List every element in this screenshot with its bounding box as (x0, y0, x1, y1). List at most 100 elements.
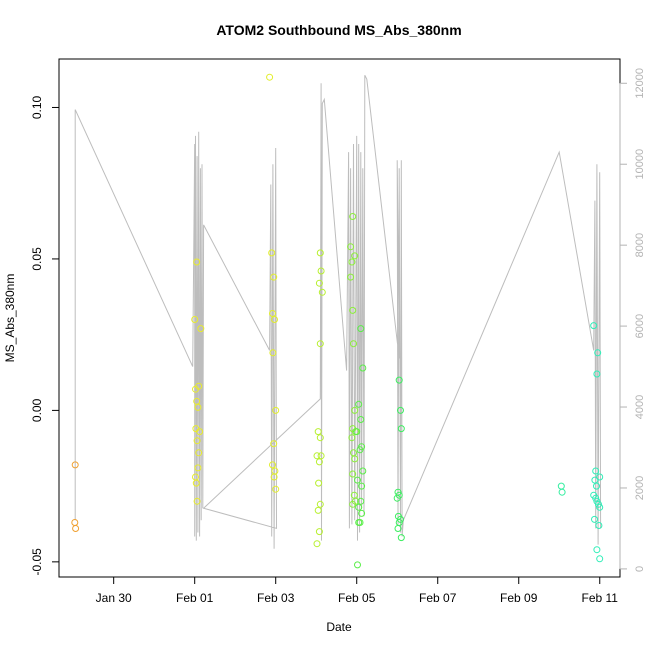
data-point (351, 455, 359, 463)
data-point (593, 370, 601, 378)
data-point (316, 434, 324, 442)
data-point (315, 279, 323, 287)
data-point (270, 273, 278, 281)
data-point (595, 522, 603, 529)
data-point (359, 467, 367, 475)
data-point (397, 406, 404, 414)
data-point (397, 534, 405, 542)
data-point (72, 525, 80, 532)
data-point (351, 252, 359, 260)
data-point (271, 316, 278, 323)
data-point (315, 479, 323, 487)
data-point (557, 482, 565, 490)
data-point (355, 400, 363, 408)
right-tick-label: 12000 (634, 68, 646, 99)
data-point (349, 500, 357, 508)
data-point (347, 243, 355, 251)
data-point (397, 515, 404, 523)
data-point (596, 555, 604, 563)
data-point (356, 519, 364, 526)
data-point (270, 473, 278, 481)
right-tick-label: 4000 (634, 395, 646, 419)
data-point (358, 482, 366, 490)
data-point (347, 273, 355, 281)
data-point (596, 473, 604, 481)
data-point (590, 322, 598, 330)
y-tick-label: 0.10 (30, 95, 44, 119)
data-point (316, 249, 324, 257)
data-point (272, 485, 280, 493)
data-point (349, 306, 357, 314)
data-point (196, 428, 204, 436)
x-tick-label: Feb 03 (257, 591, 295, 605)
data-point (268, 249, 276, 257)
scatter-points (71, 73, 604, 569)
data-point (315, 458, 323, 466)
right-tick-label: 8000 (634, 233, 646, 257)
data-point (71, 519, 79, 526)
data-point (270, 440, 278, 448)
y-axis: -0.05 0.00 0.05 0.10 (30, 95, 60, 576)
data-point (71, 461, 79, 469)
data-point (195, 449, 203, 457)
series-line (74, 74, 602, 549)
data-point (357, 416, 365, 423)
data-point (316, 340, 324, 348)
data-point (192, 479, 200, 487)
data-point (359, 364, 367, 372)
data-point (272, 406, 280, 414)
data-point (313, 452, 321, 460)
right-tick-label: 6000 (634, 314, 646, 338)
data-point (358, 509, 366, 517)
data-point (317, 452, 325, 460)
data-point (317, 267, 325, 275)
data-point (269, 310, 276, 317)
x-tick-label: Feb 09 (500, 591, 538, 605)
x-tick-label: Feb 05 (338, 591, 376, 605)
data-point (596, 503, 604, 511)
data-point (269, 461, 276, 469)
data-point (193, 497, 201, 505)
plot-frame (58, 58, 621, 578)
x-axis-label: Date (326, 620, 352, 634)
data-point (315, 528, 323, 536)
data-point (351, 406, 359, 414)
data-point (348, 434, 356, 442)
data-point (355, 503, 363, 511)
y-tick-label: -0.05 (30, 548, 44, 576)
x-tick-label: Feb 01 (176, 591, 214, 605)
data-point (591, 476, 599, 484)
data-point (266, 73, 274, 81)
data-point (357, 325, 365, 333)
data-point (592, 494, 600, 502)
data-point (194, 403, 202, 411)
data-point (395, 376, 403, 384)
x-tick-label: Jan 30 (96, 591, 132, 605)
x-tick-label: Feb 11 (582, 591, 619, 605)
x-tick-label: Feb 07 (419, 591, 457, 605)
right-tick-label: 0 (634, 566, 646, 572)
data-point (191, 316, 199, 323)
data-point (348, 258, 356, 266)
data-point (593, 482, 600, 490)
right-tick-label: 2000 (634, 476, 646, 500)
right-axis-series-line (74, 74, 602, 549)
data-point (197, 325, 205, 333)
data-point (318, 288, 326, 296)
y-tick-label: 0.05 (30, 247, 44, 271)
y-axis-label: MS_Abs_380nm (3, 274, 17, 363)
data-point (356, 446, 364, 454)
data-point (316, 500, 324, 508)
x-axis: Jan 30 Feb 01 Feb 03 Feb 05 Feb 07 Feb 09 Feb … (96, 576, 619, 605)
y-tick-label: 0.00 (30, 398, 44, 422)
data-point (591, 515, 598, 523)
data-point (393, 494, 401, 502)
data-point (193, 437, 201, 445)
data-point (354, 561, 361, 569)
data-point (349, 470, 357, 478)
data-point (397, 425, 405, 433)
data-point (313, 540, 321, 548)
data-point (194, 464, 202, 472)
right-tick-label: 10000 (634, 149, 646, 180)
